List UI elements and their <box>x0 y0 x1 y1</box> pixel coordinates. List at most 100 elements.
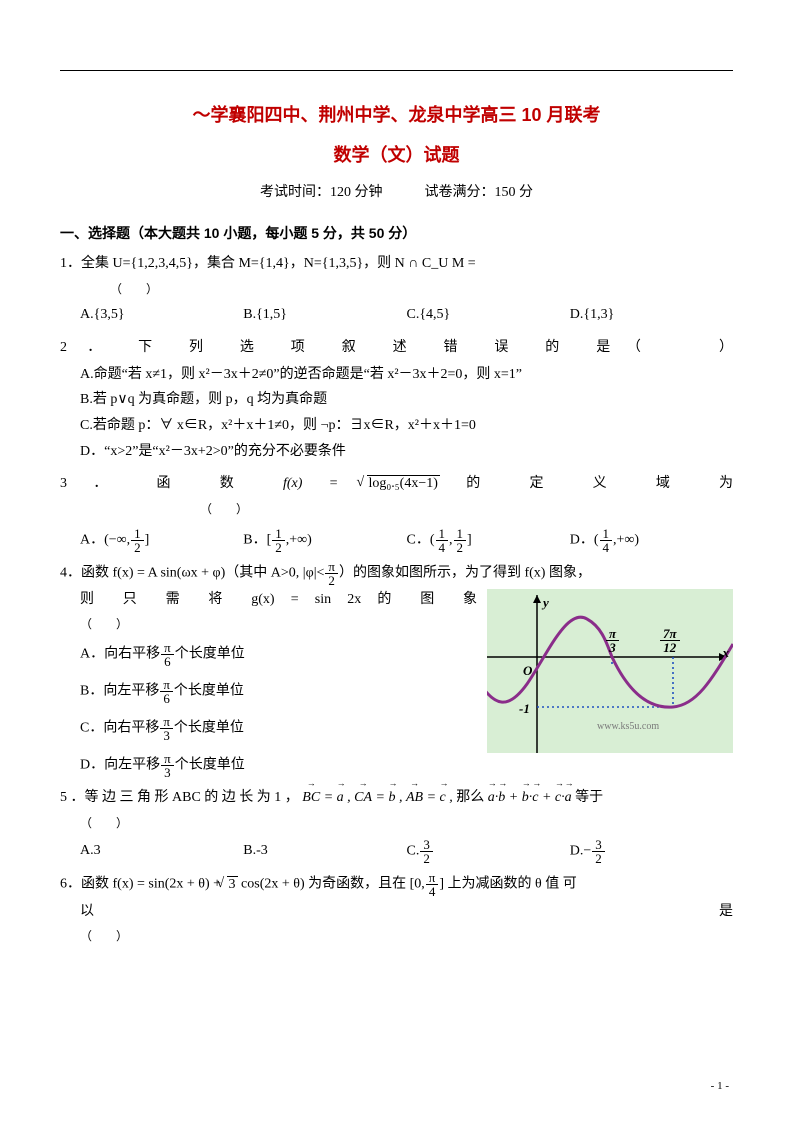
question-2: 2 ． 下 列 选 项 叙 述 错 误 的 是（ ） A.命题“若 x≠1，则 … <box>60 335 733 465</box>
q4-pre: 4．函数 f(x) = A sin(ωx + φ)（其中 A>0, |φ|< <box>60 566 324 581</box>
q6-mid: cos(2x + θ) 为奇函数，且在 [0, <box>238 877 425 892</box>
q3-pre: 3 ． 函 数 <box>60 476 257 491</box>
q4b-pre: B．向左平移 <box>80 684 159 699</box>
q4-opt-c: C．向右平移π3个长度单位 <box>80 715 477 742</box>
q3c-n2: 1 <box>454 527 467 541</box>
q3c-d2: 2 <box>454 541 467 554</box>
q3-opt-c: C．(14,12] <box>407 527 570 554</box>
q3b-n: 1 <box>272 527 285 541</box>
q3b-d: 2 <box>272 541 285 554</box>
q5-post: 等于 <box>575 790 603 805</box>
graph-tick2: 7π12 <box>659 627 681 654</box>
page-number: - 1 - <box>711 1080 729 1092</box>
q5-opt-a: A.3 <box>80 838 243 865</box>
q4a-post: 个长度单位 <box>175 647 245 662</box>
q4b-post: 个长度单位 <box>174 684 244 699</box>
q1-paren: （ ） <box>110 278 733 301</box>
q4-body: 则 只 需 将 g(x) = sin 2x 的 图 象 （ ） A．向右平移π6… <box>60 587 733 779</box>
exam-title-line2: 数学（文）试题 <box>60 141 733 167</box>
q2-opt-d: D．“x>2”是“x²－3x+2>0”的充分不必要条件 <box>80 439 733 465</box>
q3-paren: （ ） <box>200 498 733 521</box>
q6-sqrt: 3 <box>225 872 238 899</box>
q6-n: π <box>426 871 439 885</box>
q3d-pre: D．( <box>570 532 599 547</box>
q3c-post: ] <box>467 532 472 547</box>
q4-paren: （ ） <box>80 613 477 635</box>
q5d-d: 2 <box>592 852 605 865</box>
q2-stem: 2 ． 下 列 选 项 叙 述 错 误 的 是（ ） <box>60 335 733 362</box>
q3-opt-b: B．[12,+∞) <box>243 527 406 554</box>
page-container: ～学襄阳四中、荆州中学、龙泉中学高三 10 月联考 数学（文）试题 考试时间：1… <box>0 0 793 993</box>
q3-sqrt: log₀.₅(4x−1) <box>365 471 440 498</box>
q4b-d: 6 <box>160 692 173 705</box>
graph-x-label: x <box>723 641 730 666</box>
q5-opt-c: C.32 <box>407 838 570 865</box>
q5-paren: （ ） <box>80 812 733 834</box>
q5c-d: 2 <box>420 852 433 865</box>
q4-opt-a: A．向右平移π6个长度单位 <box>80 641 477 668</box>
q3c-d1: 4 <box>436 541 449 554</box>
q5-mid: 那么 <box>456 790 484 805</box>
q3-opt-d: D．(14,+∞) <box>570 527 733 554</box>
top-rule <box>60 70 733 71</box>
q5-vecs: BC = a , CA = b , AB = c , <box>302 790 456 805</box>
q4-sn: π <box>325 560 338 574</box>
q1-opt-b: B.{1,5} <box>243 302 406 329</box>
q5-pre: 5 ．等 边 三 角 形 ABC 的 边 长 为 1 ， <box>60 790 299 805</box>
q3a-d: 2 <box>131 541 144 554</box>
q5c-pre: C. <box>407 844 420 859</box>
q2-opt-b: B.若 p∨q 为真命题，则 p，q 均为真命题 <box>80 387 733 413</box>
q3d-post: ,+∞) <box>613 532 639 547</box>
q3-post: 的 定 义 域 为 <box>466 476 733 491</box>
graph-watermark: www.ks5u.com <box>597 717 659 736</box>
q3-stem: 3 ． 函 数 f(x) = log₀.₅(4x−1) 的 定 义 域 为 <box>60 471 733 498</box>
q4-left: 则 只 需 将 g(x) = sin 2x 的 图 象 （ ） A．向右平移π6… <box>60 587 477 779</box>
q3c-mid: , <box>449 532 453 547</box>
q4d-n: π <box>161 752 174 766</box>
graph-tick1: π3 <box>605 627 620 654</box>
q6-pre: 6．函数 f(x) = sin(2x + θ) + <box>60 877 225 892</box>
q5c-n: 3 <box>420 838 433 852</box>
q4-line2: 则 只 需 将 g(x) = sin 2x 的 图 象 <box>80 587 477 613</box>
q4-graph: y x O -1 π3 7π12 www.ks5u.com <box>487 589 733 753</box>
q4d-post: 个长度单位 <box>175 758 245 773</box>
section-1-heading: 一、选择题（本大题共 10 小题，每小题 5 分，共 50 分） <box>60 223 733 243</box>
q3c-n1: 1 <box>436 527 449 541</box>
exam-title-line1: ～学襄阳四中、荆州中学、龙泉中学高三 10 月联考 <box>60 101 733 127</box>
q3a-pre: A．(−∞, <box>80 532 130 547</box>
question-1: 1．全集 U={1,2,3,4,5}，集合 M={1,4}，N={1,3,5}，… <box>60 251 733 329</box>
q4c-n: π <box>160 715 173 729</box>
q5-opt-b: B.-3 <box>243 838 406 865</box>
q5-expr: a·b + b·c + c·a <box>488 790 572 805</box>
q3b-post: ,+∞) <box>286 532 312 547</box>
q6-d: 4 <box>426 885 439 898</box>
q5-stem: 5 ．等 边 三 角 形 ABC 的 边 长 为 1 ， BC = a , CA… <box>60 785 733 812</box>
q1-options: A.{3,5} B.{1,5} C.{4,5} D.{1,3} <box>80 302 733 329</box>
q2-opt-c: C.若命题 p：∀ x∈R，x²＋x＋1≠0，则 ¬p：∃x∈R，x²＋x＋1=… <box>80 413 733 439</box>
q3c-pre: C．( <box>407 532 435 547</box>
q6-line2: 以 是 <box>80 899 733 925</box>
question-5: 5 ．等 边 三 角 形 ABC 的 边 长 为 1 ， BC = a , CA… <box>60 785 733 865</box>
q4-stem: 4．函数 f(x) = A sin(ωx + φ)（其中 A>0, |φ|<π2… <box>60 560 733 587</box>
q3d-d: 4 <box>600 541 613 554</box>
q3-fx: f(x) = <box>283 476 365 491</box>
exam-info: 考试时间：120 分钟 试卷满分：150 分 <box>60 181 733 201</box>
q6-post: ] 上为减函数的 θ 值 可 <box>439 877 576 892</box>
q6-paren: （ ） <box>80 925 733 947</box>
q2-opt-a: A.命题“若 x≠1，则 x²－3x＋2≠0”的逆否命题是“若 x²－3x＋2=… <box>80 362 733 388</box>
q3b-pre: B．[ <box>243 532 271 547</box>
q3d-n: 1 <box>600 527 613 541</box>
q4d-d: 3 <box>161 766 174 779</box>
question-4: 4．函数 f(x) = A sin(ωx + φ)（其中 A>0, |φ|<π2… <box>60 560 733 779</box>
q3a-post: ] <box>145 532 150 547</box>
q4d-pre: D．向左平移 <box>80 758 160 773</box>
question-6: 6．函数 f(x) = sin(2x + θ) + 3 cos(2x + θ) … <box>60 871 733 946</box>
t1d: 3 <box>606 641 619 654</box>
q5d-pre: D.− <box>570 844 592 859</box>
q4a-d: 6 <box>161 655 174 668</box>
q5-options: A.3 B.-3 C.32 D.−32 <box>80 838 733 865</box>
q4-sd: 2 <box>325 574 338 587</box>
q1-opt-d: D.{1,3} <box>570 302 733 329</box>
q6-rad: 3 <box>227 876 238 892</box>
graph-neg1: -1 <box>519 697 530 722</box>
